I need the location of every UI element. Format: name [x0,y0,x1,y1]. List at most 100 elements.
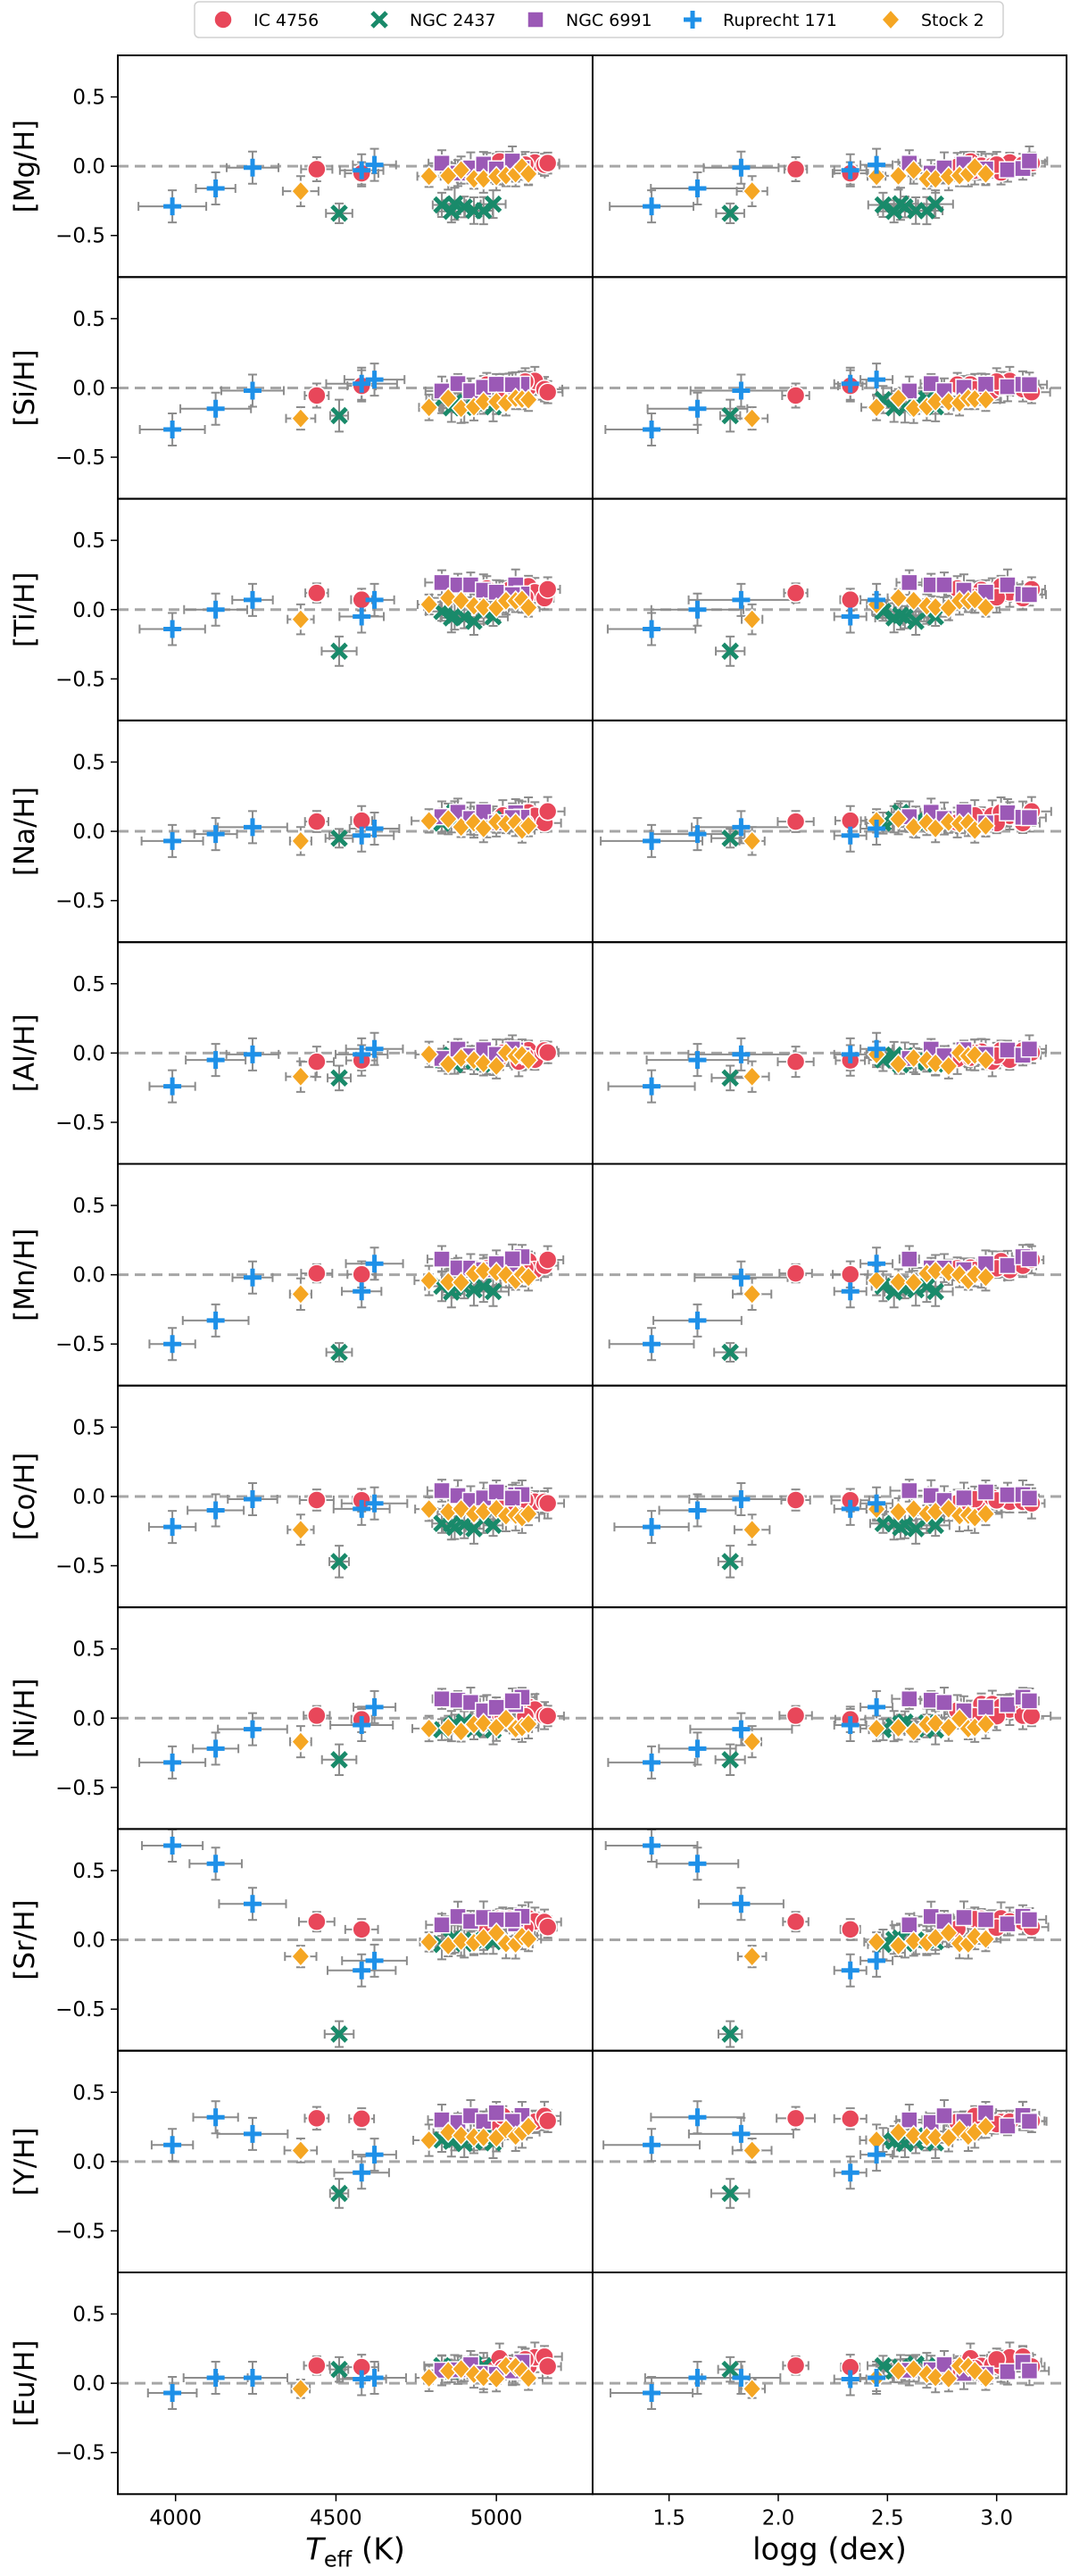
panel-ylabel: [Co/H] [9,1453,41,1541]
point-right-ngc-6991 [999,1486,1017,1504]
point-left-ic-4756 [307,1912,327,1931]
point-left-ruprecht-171 [206,1051,225,1070]
point-right-ngc-2437 [721,829,739,847]
legend-entry: NGC 6991 [527,11,652,30]
ytick-label: 0.5 [72,1860,105,1883]
point-right-ic-4756 [785,2355,806,2376]
point-left-ruprecht-171 [206,825,225,844]
point-right-ngc-6991 [1020,2112,1039,2130]
point-right-stock-2 [867,1269,887,1292]
point-right-ruprecht-171 [841,1499,859,1518]
point-left-ruprecht-171 [353,374,371,393]
point-right-stock-2 [926,2366,946,2388]
point-right-ruprecht-171 [841,374,859,393]
point-right-ngc-6991 [999,576,1017,594]
point-right-stock-2 [976,163,996,185]
point-left-stock-2 [290,1519,311,1541]
point-right-stock-2 [888,1934,909,1957]
point-right-stock-2 [938,1055,959,1077]
point-left-ruprecht-171 [353,1716,371,1735]
point-right-ruprecht-171 [868,371,886,389]
point-left-ruprecht-171 [163,1335,182,1354]
point-right-stock-2 [888,2360,909,2382]
point-left-stock-2 [419,1717,439,1740]
point-left-stock-2 [519,596,539,619]
panel-ylabel: [Si/H] [9,349,41,426]
point-left-ruprecht-171 [163,1518,182,1537]
point-left-ngc-2437 [330,204,348,222]
ytick-label: −0.5 [55,1333,105,1356]
point-right-ruprecht-171 [732,2124,751,2143]
point-right-ruprecht-171 [643,2136,661,2155]
point-right-ngc-6991 [999,161,1017,179]
point-right-ruprecht-171 [732,2368,751,2387]
point-right-ic-4756 [785,1263,806,1283]
point-left-ruprecht-171 [163,2136,182,2155]
point-right-stock-2 [926,1260,946,1282]
point-left-stock-2 [451,159,471,181]
point-left-stock-2 [419,396,439,419]
point-right-ngc-6991 [1020,1040,1039,1058]
point-right-ngc-6991 [1020,152,1039,171]
point-left-ruprecht-171 [163,620,182,638]
point-left-ruprecht-171 [206,600,225,619]
point-right-ruprecht-171 [688,1739,707,1758]
ytick-label: 0.0 [72,1930,105,1953]
point-left-ruprecht-171 [206,1739,225,1758]
point-right-stock-2 [903,1271,924,1294]
ytick-label: −0.5 [55,1998,105,2022]
point-right-stock-2 [742,1283,762,1305]
point-right-stock-2 [903,2358,924,2380]
point-right-ruprecht-171 [841,2370,859,2388]
ytick-label: −0.5 [55,1112,105,1135]
point-left-ngc-2437 [330,406,348,425]
point-right-stock-2 [742,1065,762,1088]
point-right-stock-2 [903,589,924,612]
ytick-label: 0.5 [72,1638,105,1662]
point-left-ic-4756 [537,1042,558,1063]
point-left-ngc-6991 [503,1692,521,1710]
point-left-ruprecht-171 [353,1961,371,1980]
point-left-ruprecht-171 [243,590,262,609]
point-left-ruprecht-171 [365,1039,384,1058]
point-right-ngc-2437 [926,1282,944,1301]
point-right-ruprecht-171 [868,1039,886,1058]
point-left-ic-4756 [307,386,327,405]
points [137,145,1049,226]
point-right-stock-2 [742,1730,762,1753]
ytick-label: 0.0 [72,1042,105,1065]
point-left-stock-2 [519,163,539,185]
point-right-stock-2 [888,387,909,410]
point-left-ngc-2437 [445,606,464,624]
point-right-stock-2 [926,596,946,619]
point-right-ngc-2437 [892,195,909,213]
ytick-label: 0.0 [72,1486,105,1509]
point-left-ic-4756 [352,2109,371,2129]
point-left-ic-4756 [537,382,558,402]
point-left-ruprecht-171 [365,155,384,174]
legend-entry: NGC 2437 [370,11,496,30]
point-left-ic-4756 [307,583,327,603]
point-left-ngc-6991 [503,1911,521,1929]
ytick-label: 0.5 [72,2304,105,2327]
point-left-ic-4756 [537,2356,558,2377]
point-right-stock-2 [976,596,996,619]
point-right-stock-2 [976,1503,996,1525]
point-left-ngc-2437 [330,642,348,661]
point-right-ngc-6991 [999,1696,1017,1713]
panel-5: 0.5 0.0 −0.5 [Mn/H] [9,1163,1067,1387]
point-right-ruprecht-171 [732,1268,751,1287]
point-left-ngc-2437 [445,195,464,213]
point-right-ngc-6991 [935,576,953,594]
point-right-ruprecht-171 [643,1753,661,1772]
legend-marker-square [527,11,544,29]
xtick-label-right: 2.0 [762,2506,795,2530]
point-right-ruprecht-171 [841,1045,859,1063]
points [148,1031,1048,1104]
xtick-label-left: 5000 [470,2506,523,2530]
point-left-stock-2 [290,2139,311,2162]
point-right-ngc-2437 [721,406,739,425]
point-right-ruprecht-171 [688,2108,707,2127]
ytick-label: 0.5 [72,308,105,331]
point-left-ruprecht-171 [365,2368,384,2387]
